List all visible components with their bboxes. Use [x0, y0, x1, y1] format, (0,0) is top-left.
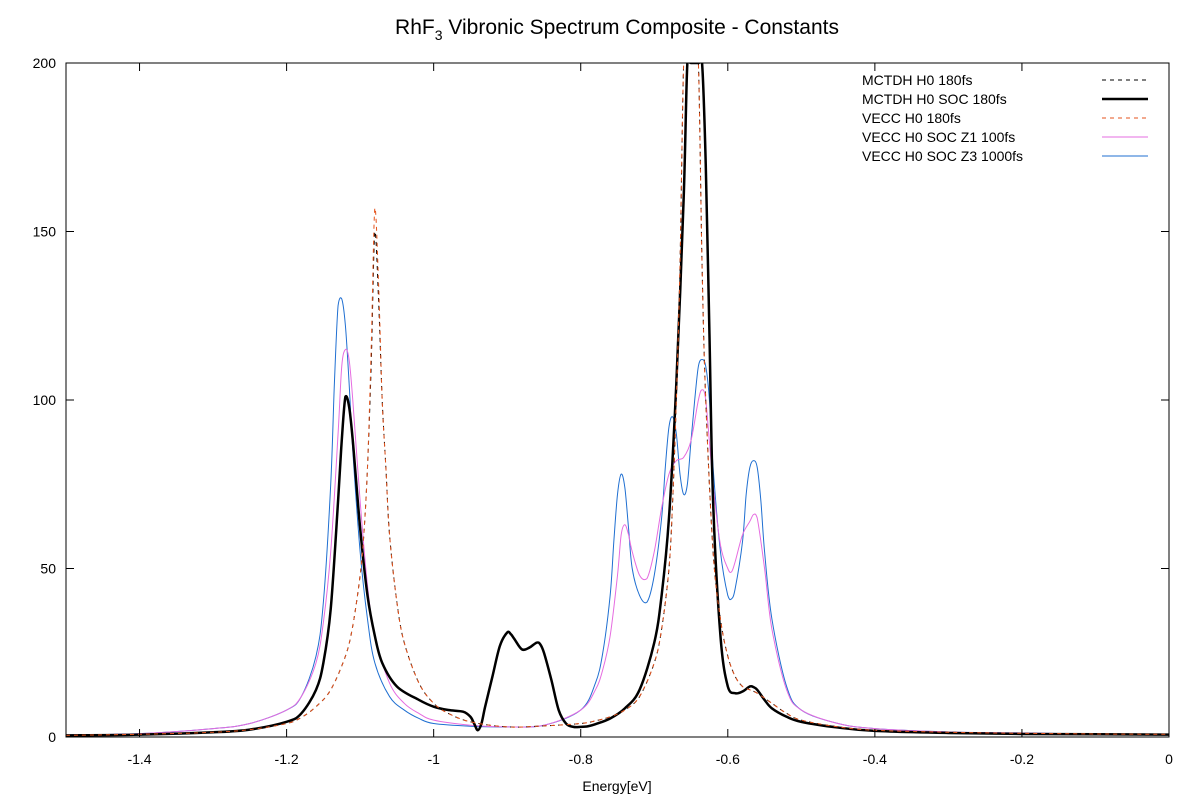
series-line-4 [66, 297, 1169, 736]
chart-title-main: RhF [395, 16, 435, 39]
series-line-1 [66, 63, 1169, 737]
x-tick-label: -0.2 [1010, 751, 1034, 767]
series-layer [66, 63, 1169, 737]
legend-label: MCTDH H0 SOC 180fs [862, 91, 1007, 107]
y-tick-label: 100 [33, 392, 57, 408]
chart-title-suffix: Vibronic Spectrum Composite - Constants [443, 16, 839, 39]
x-tick-label: -1 [427, 751, 440, 767]
legend-label: VECC H0 SOC Z1 100fs [862, 129, 1015, 145]
legend-label: VECC H0 SOC Z3 1000fs [862, 148, 1023, 164]
series-line-3 [66, 348, 1169, 736]
chart-title-subscript: 3 [435, 27, 443, 43]
axis-ticks-layer: -1.4 -1.2 -1 -0.8 -0.6 -0.4 -0.2 0 0 50 100 150 200 [33, 55, 1173, 767]
chart-title: RhF3 Vibronic Spectrum Composite - Const… [395, 16, 839, 43]
x-tick-label: -1.2 [275, 751, 299, 767]
y-tick-label: 0 [48, 729, 56, 745]
plot-frame [65, 62, 1170, 738]
x-tick-label: -0.4 [863, 751, 887, 767]
legend-label: VECC H0 180fs [862, 110, 961, 126]
x-axis-label: Energy[eV] [582, 778, 651, 794]
x-tick-label: -1.4 [127, 751, 151, 767]
x-tick-label: -0.6 [716, 751, 740, 767]
legend: MCTDH H0 180fs MCTDH H0 SOC 180fs VECC H0 … [862, 72, 1148, 164]
x-tick-label: 0 [1165, 751, 1173, 767]
y-tick-label: 200 [33, 55, 57, 71]
legend-label: MCTDH H0 180fs [862, 72, 972, 88]
y-tick-label: 150 [33, 224, 57, 240]
series-line-2 [66, 63, 1169, 736]
x-tick-label: -0.8 [569, 751, 593, 767]
y-tick-label: 50 [40, 561, 56, 577]
